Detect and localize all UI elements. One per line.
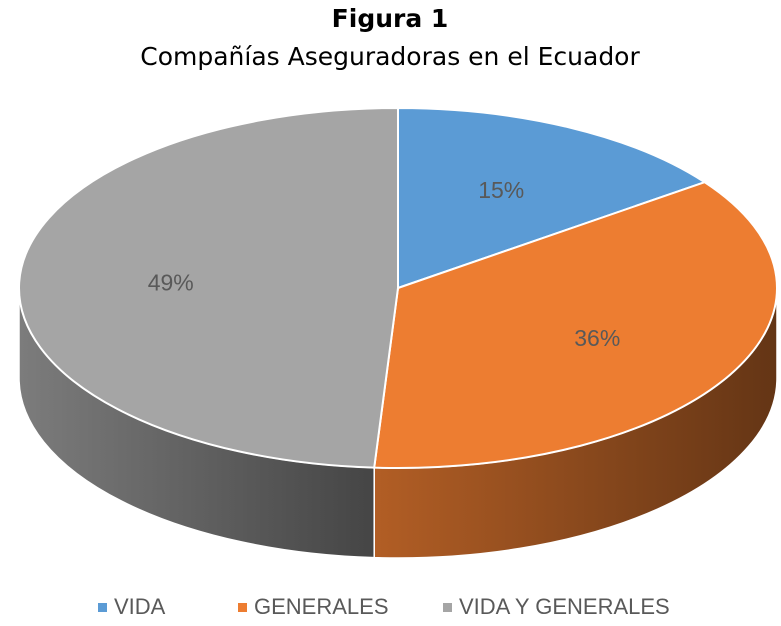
- legend: VIDA GENERALES VIDA Y GENERALES: [98, 594, 670, 619]
- slice: [397, 106, 707, 290]
- data-label: 15%: [478, 177, 524, 203]
- legend-label: VIDA: [114, 594, 166, 619]
- data-label: 49%: [148, 270, 194, 296]
- pie-tops: [18, 106, 778, 469]
- slice: [373, 181, 778, 469]
- legend-label: GENERALES: [254, 594, 389, 619]
- legend-swatch: [238, 603, 247, 612]
- chart-subtitle: Compañías Aseguradoras en el Ecuador: [140, 42, 640, 71]
- chart-title: Figura 1: [332, 4, 449, 33]
- slice: [18, 106, 399, 469]
- pie-labels: 15% 36% 49%: [148, 177, 621, 351]
- legend-swatch: [98, 603, 107, 612]
- legend-swatch: [443, 603, 452, 612]
- data-label: 36%: [574, 325, 620, 351]
- legend-label: VIDA Y GENERALES: [459, 594, 670, 619]
